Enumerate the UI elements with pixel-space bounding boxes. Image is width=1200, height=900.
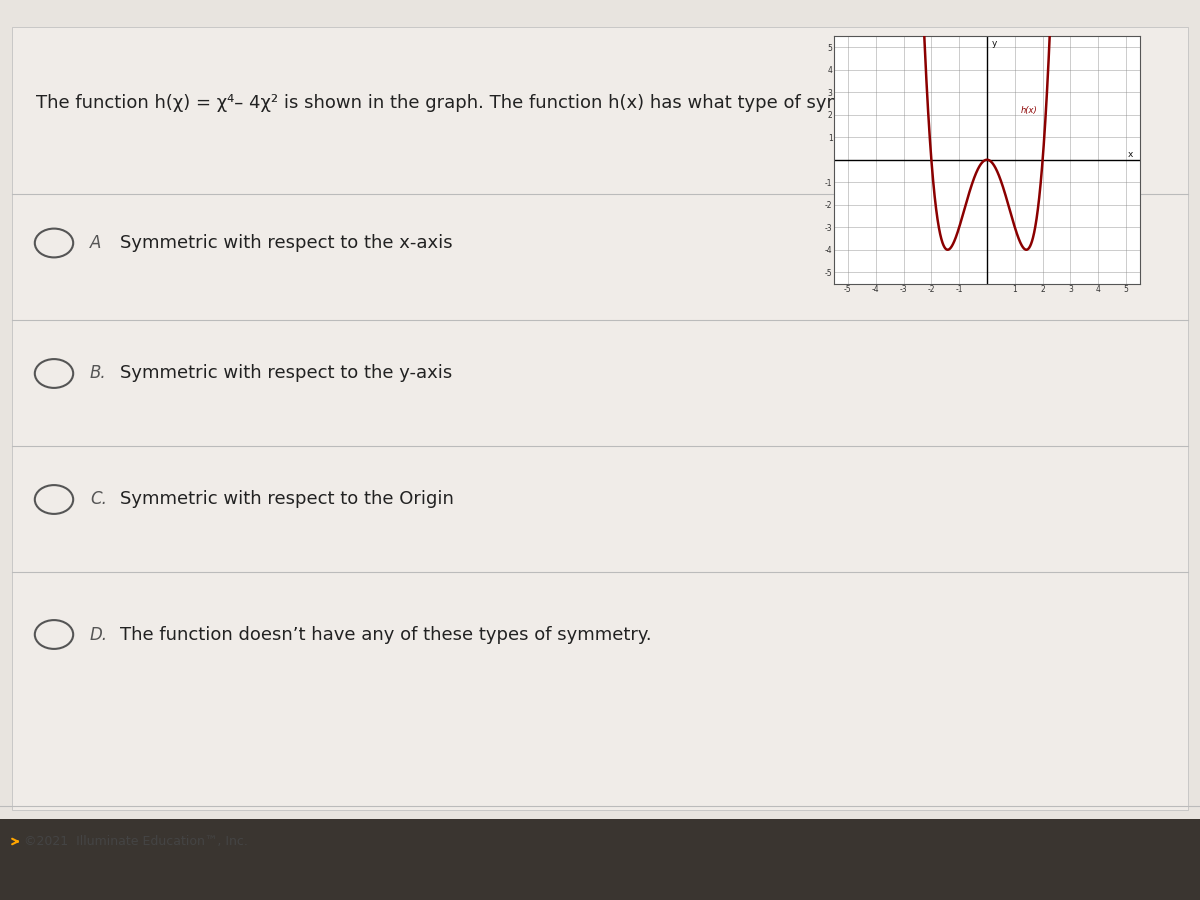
Text: B.: B. [90,364,107,382]
Text: ©2021  Illuminate Education™, Inc.: ©2021 Illuminate Education™, Inc. [24,835,248,848]
Bar [12,27,1188,810]
Text: D.: D. [90,626,108,644]
Text: Symmetric with respect to the y-axis: Symmetric with respect to the y-axis [120,364,452,382]
Text: y: y [991,40,997,49]
Text: Symmetric with respect to the x-axis: Symmetric with respect to the x-axis [120,234,452,252]
Text: The function doesn’t have any of these types of symmetry.: The function doesn’t have any of these t… [120,626,652,644]
Text: x: x [1128,149,1133,158]
Text: A: A [90,234,101,252]
Text: C.: C. [90,491,107,508]
Text: The function h(χ) = χ⁴– 4χ² is shown in the graph. The function h(x) has what ty: The function h(χ) = χ⁴– 4χ² is shown in … [36,94,907,112]
Bar [0,819,1200,900]
Text: Symmetric with respect to the Origin: Symmetric with respect to the Origin [120,491,454,508]
Text: h(x): h(x) [1020,106,1037,114]
